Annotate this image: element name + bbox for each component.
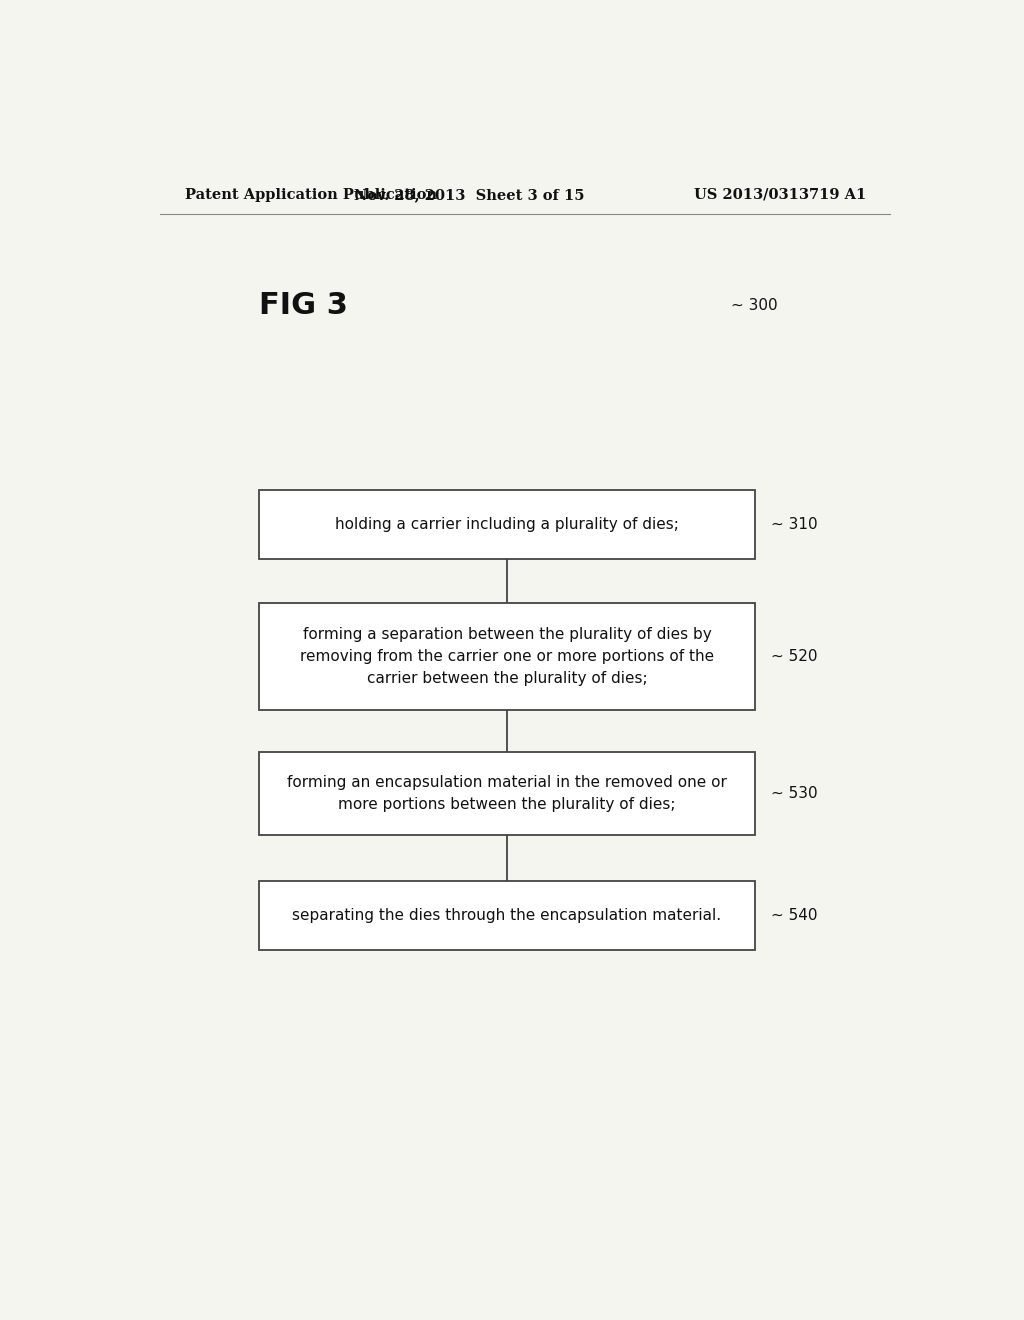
Text: holding a carrier including a plurality of dies;: holding a carrier including a plurality … [335,517,679,532]
Text: ∼ 530: ∼ 530 [771,787,817,801]
Text: US 2013/0313719 A1: US 2013/0313719 A1 [694,187,866,202]
FancyBboxPatch shape [259,752,755,836]
Text: forming a separation between the plurality of dies by
removing from the carrier : forming a separation between the plurali… [300,627,714,685]
Text: Patent Application Publication: Patent Application Publication [185,187,437,202]
Text: ∼ 540: ∼ 540 [771,908,817,923]
Text: forming an encapsulation material in the removed one or
more portions between th: forming an encapsulation material in the… [287,775,727,812]
Text: ∼ 300: ∼ 300 [731,298,778,313]
Text: separating the dies through the encapsulation material.: separating the dies through the encapsul… [293,908,722,923]
Text: Nov. 28, 2013  Sheet 3 of 15: Nov. 28, 2013 Sheet 3 of 15 [354,187,585,202]
Text: ∼ 310: ∼ 310 [771,517,817,532]
FancyBboxPatch shape [259,490,755,558]
FancyBboxPatch shape [259,603,755,710]
Text: FIG 3: FIG 3 [259,292,348,321]
FancyBboxPatch shape [259,880,755,950]
Text: ∼ 520: ∼ 520 [771,649,817,664]
